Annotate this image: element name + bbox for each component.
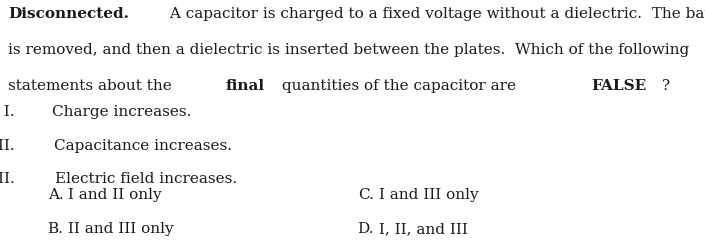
Text: Charge increases.: Charge increases. (52, 105, 192, 119)
Text: I.: I. (0, 105, 20, 119)
Text: B.: B. (47, 222, 63, 236)
Text: I and II only: I and II only (63, 188, 162, 202)
Text: III.: III. (20, 172, 47, 186)
Text: II.: II. (0, 139, 20, 153)
Text: Capacitance increases.: Capacitance increases. (54, 139, 232, 153)
Text: I and III only: I and III only (374, 188, 478, 202)
Text: Electric field increases.: Electric field increases. (56, 172, 238, 186)
Text: A capacitor is charged to a fixed voltage without a dielectric.  The battery: A capacitor is charged to a fixed voltag… (164, 7, 705, 21)
Text: II.: II. (20, 139, 47, 153)
Text: D.: D. (357, 222, 374, 236)
Text: III.: III. (0, 172, 20, 186)
Text: I, II, and III: I, II, and III (374, 222, 467, 236)
Text: II and III only: II and III only (63, 222, 174, 236)
Text: is removed, and then a dielectric is inserted between the plates.  Which of the : is removed, and then a dielectric is ins… (8, 43, 689, 57)
Text: final: final (226, 79, 265, 93)
Text: Disconnected.: Disconnected. (8, 7, 130, 21)
Text: statements about the: statements about the (8, 79, 177, 93)
Text: ?: ? (663, 79, 670, 93)
Text: C.: C. (357, 188, 374, 202)
Text: FALSE: FALSE (591, 79, 646, 93)
Text: I.: I. (20, 105, 45, 119)
Text: quantities of the capacitor are: quantities of the capacitor are (276, 79, 520, 93)
Text: A.: A. (48, 188, 63, 202)
